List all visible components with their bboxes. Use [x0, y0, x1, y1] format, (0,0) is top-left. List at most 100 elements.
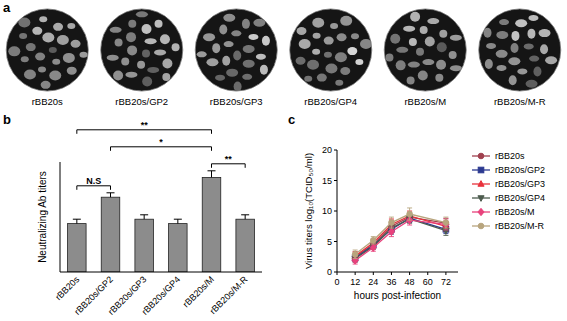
cell-spot — [407, 77, 415, 85]
bar — [135, 219, 154, 272]
cell-spot — [243, 45, 255, 53]
cell-spot — [52, 59, 60, 65]
cell-spot — [67, 23, 75, 29]
cell-spot — [307, 60, 319, 70]
bar — [236, 219, 255, 272]
legend-label: rBB20s/GP3 — [495, 179, 545, 189]
micrograph-edge — [479, 9, 561, 91]
x-tick — [391, 272, 392, 275]
cell-spot — [63, 53, 75, 63]
cell-spot — [335, 80, 343, 86]
cell-spot — [215, 75, 225, 81]
significance-bracket — [77, 186, 111, 190]
cell-spot — [337, 33, 347, 41]
category-label: rBB20s/GP4 — [140, 274, 182, 316]
micrograph-field — [290, 9, 372, 91]
cell-spot — [347, 47, 357, 55]
cell-spot — [533, 67, 541, 77]
error-bar — [371, 244, 376, 251]
image-label: rBB20s/GP4 — [304, 96, 357, 107]
error-bar — [389, 217, 394, 228]
x-tick-label: 48 — [405, 277, 415, 287]
y-tick — [334, 150, 337, 151]
plot-marks — [352, 208, 449, 264]
cell-spot — [515, 19, 527, 27]
y-tick-label: 15 — [322, 176, 332, 186]
cell-spot — [145, 38, 157, 44]
micrograph — [290, 9, 372, 91]
cell-spot — [435, 74, 443, 82]
y-tick — [334, 180, 337, 181]
cell-spot — [233, 50, 241, 60]
error-bar — [208, 171, 216, 178]
cell-spot — [206, 58, 218, 66]
cell-spot — [49, 71, 61, 81]
panel-label: b — [3, 112, 11, 127]
series-line — [355, 218, 446, 258]
cell-spot — [410, 12, 420, 22]
cell-spot — [330, 23, 338, 29]
legend-marker — [478, 167, 484, 173]
cell-spot — [197, 51, 207, 57]
micrograph — [195, 9, 277, 92]
legend-label: rBB20s — [495, 151, 525, 161]
micrograph-edge — [290, 9, 372, 91]
cell-spot — [126, 32, 136, 42]
cell-spot — [528, 15, 538, 21]
cell-spot — [32, 27, 42, 35]
data-point — [371, 237, 377, 243]
cell-spot — [125, 72, 137, 78]
y-tick — [334, 272, 337, 273]
cell-spot — [141, 24, 151, 34]
x-tick-label: 0 — [334, 277, 339, 287]
cell-spot — [439, 30, 447, 38]
micrograph-edge — [6, 9, 88, 91]
micrograph-edge — [101, 9, 183, 91]
cell-spot — [137, 61, 145, 69]
error-bar — [443, 217, 448, 228]
cell-spot — [304, 76, 312, 82]
data-point — [352, 252, 358, 258]
cell-spot — [172, 43, 180, 51]
cell-spot — [35, 53, 45, 61]
x-tick — [373, 272, 374, 275]
y-tick — [334, 211, 337, 212]
cell-spot — [449, 51, 457, 59]
cell-spot — [296, 57, 306, 65]
cell-spot — [325, 63, 337, 73]
cell-spot — [539, 29, 551, 37]
cell-spot — [110, 27, 122, 33]
figure: arBB20srBB20s/GP2rBB20s/GP3rBB20s/GP4rBB… — [0, 0, 567, 321]
series-line — [355, 219, 446, 259]
cell-spot — [496, 50, 508, 58]
cell-spot — [496, 65, 506, 71]
background — [0, 0, 567, 321]
x-tick — [355, 272, 356, 275]
significance-bracket — [77, 130, 212, 134]
cell-spot — [427, 18, 439, 24]
legend-label: rBB20s/GP4 — [495, 193, 545, 203]
cell-spot — [496, 31, 508, 39]
micrograph-field — [384, 9, 466, 91]
x-axis-title: hours post-infection — [354, 290, 441, 301]
cell-spot — [526, 80, 538, 88]
cell-spot — [529, 56, 539, 62]
legend-label: rBB20s/GP2 — [495, 165, 545, 175]
cell-spot — [540, 44, 548, 54]
data-point — [388, 228, 394, 235]
cell-spot — [136, 11, 148, 17]
micrograph — [6, 9, 88, 91]
cell-spot — [511, 43, 519, 53]
micrograph-field — [101, 9, 183, 91]
cell-spot — [299, 39, 311, 49]
cell-spot — [71, 40, 81, 48]
cell-spot — [242, 19, 250, 29]
y-tick-label: 0 — [327, 267, 332, 277]
cell-spot — [24, 70, 36, 80]
cell-spot — [222, 56, 230, 66]
cell-spot — [297, 27, 307, 35]
cell-spot — [21, 56, 29, 62]
cell-spot — [408, 62, 420, 68]
cell-spot — [360, 39, 372, 49]
image-label: rBB20s/GP3 — [210, 96, 263, 107]
